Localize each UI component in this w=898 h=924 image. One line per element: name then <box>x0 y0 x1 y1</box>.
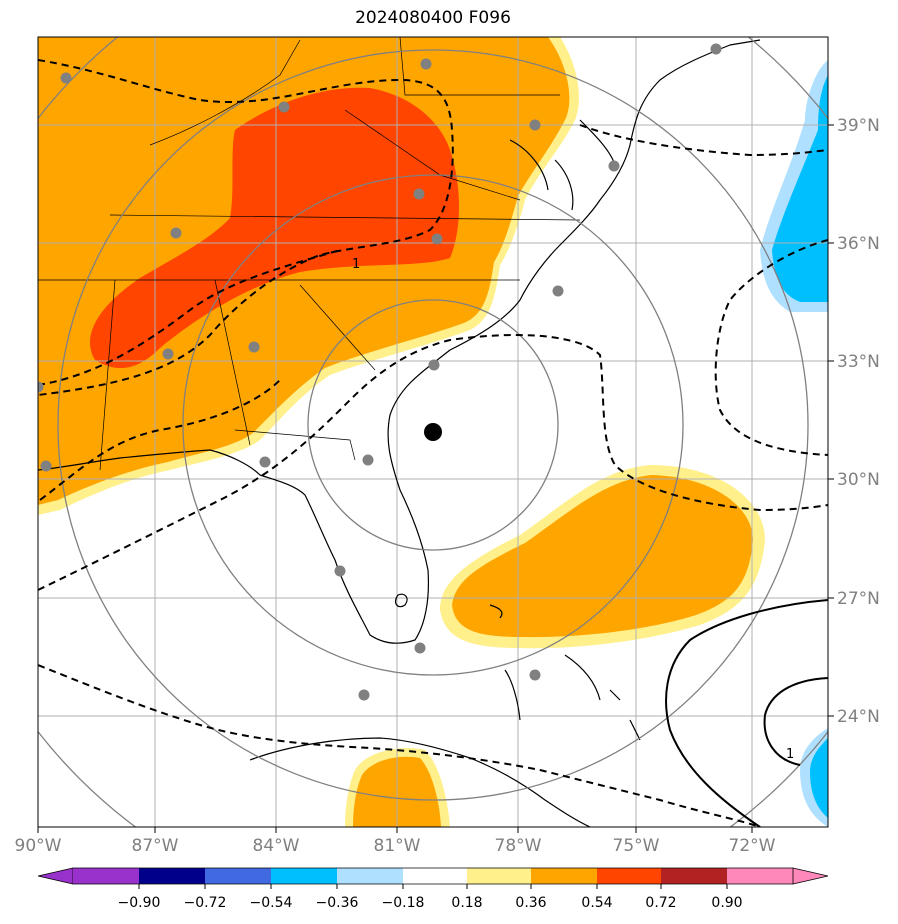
colorbar-tick-label: −0.90 <box>118 895 161 911</box>
lon-tick-label: 81°W <box>374 836 421 856</box>
lat-tick-label: 36°N <box>837 234 880 254</box>
lat-tick-label: 24°N <box>837 707 880 727</box>
colorbar-tick-label: −0.72 <box>184 895 227 911</box>
dashed-contours <box>38 59 828 827</box>
lat-tick-label: 27°N <box>837 589 880 609</box>
contour-label: 1 <box>786 747 794 762</box>
lat-tick-label: 30°N <box>837 470 880 490</box>
colorbar-extend-high <box>792 867 829 885</box>
colorbar-tick-label: 0.72 <box>645 895 676 911</box>
colorbar-tick-label: 0.54 <box>581 895 612 911</box>
colorbar-extend-low <box>37 867 74 885</box>
colorbar: −0.90 −0.72 −0.54 −0.36 −0.18 0.18 0.36 … <box>37 867 829 911</box>
station-markers <box>38 43 722 701</box>
contour-label: 1 <box>352 257 360 272</box>
map-frame <box>37 36 829 828</box>
lon-tick-label: 90°W <box>15 836 62 856</box>
state-boundaries <box>38 37 581 471</box>
lon-tick-label: 78°W <box>495 836 542 856</box>
colorbar-tick-label: −0.54 <box>250 895 293 911</box>
colorbar-tick-label: −0.36 <box>316 895 359 911</box>
lat-tick-label: 39°N <box>837 116 880 136</box>
colorbar-tick-label: −0.18 <box>382 895 425 911</box>
colorbar-tick-label: 0.90 <box>711 895 742 911</box>
lat-tick-label: 33°N <box>837 352 880 372</box>
colorbar-tick-label: 0.36 <box>515 895 546 911</box>
map-title: 2024080400 F096 <box>355 8 511 28</box>
lon-tick-label: 87°W <box>132 836 179 856</box>
lon-tick-label: 72°W <box>729 836 776 856</box>
storm-center-marker <box>424 423 442 441</box>
lon-tick-label: 75°W <box>613 836 660 856</box>
solid-contours <box>665 599 828 827</box>
colorbar-tick-label: 0.18 <box>451 895 482 911</box>
lon-tick-label: 84°W <box>253 836 300 856</box>
anomaly-red-core <box>90 87 459 369</box>
